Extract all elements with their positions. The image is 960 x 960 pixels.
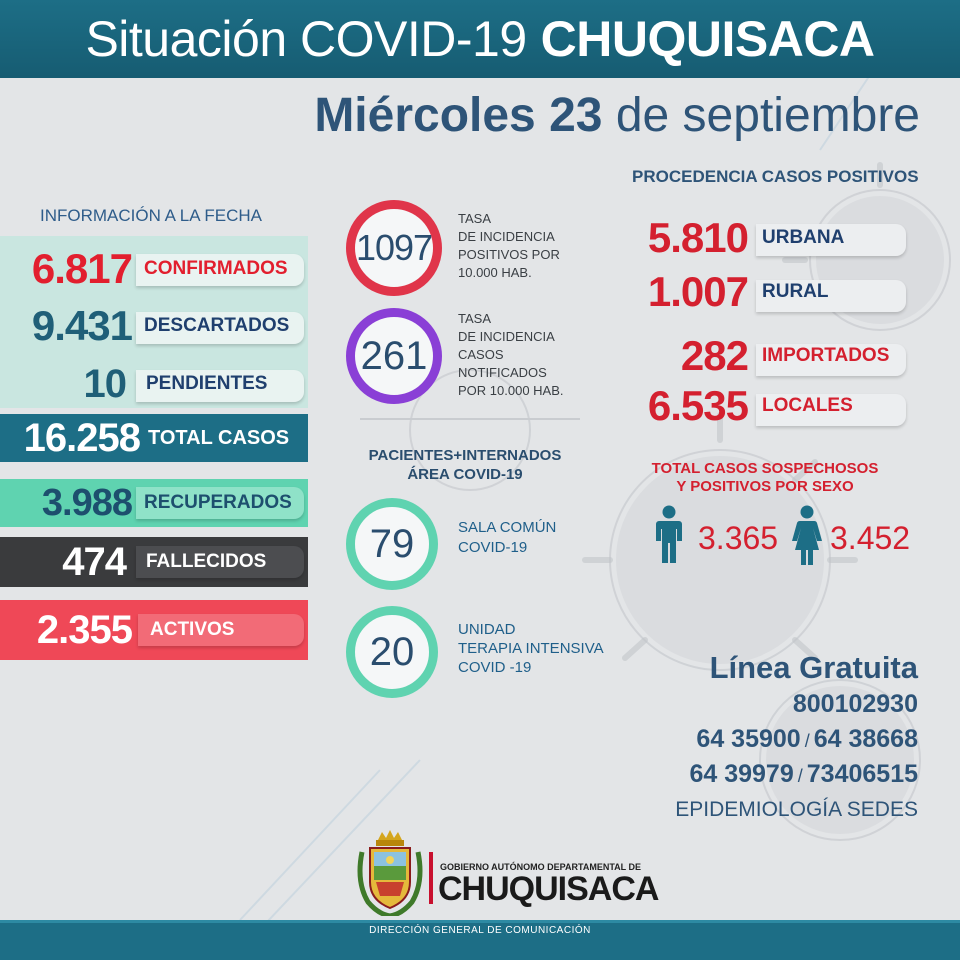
male-icon (656, 505, 682, 563)
fallecidos-label: FALLECIDOS (146, 551, 267, 572)
date-day: Miércoles 23 (314, 89, 603, 142)
rural-value: 1.007 (647, 268, 749, 315)
hotline-sep-1: / (804, 731, 810, 751)
procedencia-heading: PROCEDENCIA CASOS POSITIVOS (632, 167, 919, 186)
epidemiologia-label: EPIDEMIOLOGÍA SEDES (675, 798, 918, 821)
total-label: TOTAL CASOS (148, 426, 290, 449)
gov-big-label: CHUQUISACA (438, 870, 659, 908)
incidencia-notificados-caption: TASA DE INCIDENCIA CASOS NOTIFICADOS POR… (458, 311, 564, 398)
hotline-row-3: 64 39979/73406515 (689, 760, 918, 789)
hotline-number-1: 800102930 (792, 690, 918, 718)
hotline-number-3b: 73406515 (806, 760, 918, 788)
pill-confirmados (136, 254, 304, 286)
female-value: 3.452 (830, 520, 911, 556)
stat-importados: 282 IMPORTADOS (600, 332, 889, 380)
hotline-row-2: 64 35900/64 38668 (696, 725, 918, 754)
descartados-label: DESCARTADOS (144, 315, 290, 336)
band-activos: 2.355 ACTIVOS (0, 600, 308, 660)
divider (360, 418, 580, 420)
title-region: CHUQUISACA (540, 11, 875, 67)
hotline-title: Línea Gratuita (709, 650, 918, 685)
pill-descartados (136, 312, 304, 344)
band-total-casos: 16.258 TOTAL CASOS (0, 414, 308, 462)
recuperados-value: 3.988 (41, 481, 133, 524)
logo-divider (429, 852, 433, 904)
page-title: Situación COVID-19 CHUQUISACA (0, 0, 960, 78)
stat-confirmados: 6.817 CONFIRMADOS (0, 245, 308, 292)
pendientes-label: PENDIENTES (146, 373, 268, 394)
locales-label: LOCALES (762, 395, 853, 416)
uti-caption: UNIDAD TERAPIA INTENSIVA COVID -19 (458, 621, 604, 676)
incidencia-notificados-value: 261 (360, 333, 428, 378)
sala-comun-circle: 79 (346, 498, 438, 590)
importados-value: 282 (680, 332, 749, 379)
descartados-value: 9.431 (31, 302, 133, 349)
activos-value: 2.355 (36, 607, 133, 652)
fallecidos-value: 474 (62, 539, 127, 584)
hotline-number-3a: 64 39979 (689, 760, 794, 788)
hotline-sep-2: / (797, 766, 803, 786)
uti-value: 20 (369, 629, 415, 674)
date-month: de septiembre (615, 89, 920, 142)
footer-band (0, 920, 960, 960)
urbana-label: URBANA (762, 227, 845, 248)
importados-label: IMPORTADOS (762, 345, 890, 366)
band-fallecidos: 474 FALLECIDOS (0, 537, 308, 587)
confirmados-label: CONFIRMADOS (144, 258, 288, 279)
sala-comun-caption: SALA COMÚN COVID-19 (458, 519, 557, 556)
gov-small-label: GOBIERNO AUTÓNOMO DEPARTAMENTAL DE (440, 862, 641, 872)
rural-label: RURAL (762, 281, 829, 302)
stat-urbana: 5.810 URBANA (600, 214, 844, 262)
pill-activos (138, 614, 304, 646)
footer-stripe (0, 920, 960, 923)
female-icon (792, 505, 822, 565)
incidencia-notificados-circle: 261 (346, 308, 442, 404)
incidencia-positivos-circle: 1097 (346, 200, 442, 296)
sex-heading: TOTAL CASOS SOSPECHOSOS Y POSITIVOS POR … (651, 460, 879, 495)
confirmados-value: 6.817 (31, 245, 133, 292)
info-heading: INFORMACIÓN A LA FECHA (40, 206, 262, 225)
uti-circle: 20 (346, 606, 438, 698)
stat-descartados: 9.431 DESCARTADOS (0, 302, 308, 349)
stat-pendientes: 10 PENDIENTES (0, 362, 308, 406)
recuperados-label: RECUPERADOS (144, 492, 292, 513)
pill-fallecidos (136, 546, 304, 578)
sala-comun-value: 79 (369, 521, 415, 566)
male-value: 3.365 (698, 520, 779, 556)
pendientes-value: 10 (83, 361, 128, 406)
incidencia-positivos-caption: TASA DE INCIDENCIA POSITIVOS POR 10.000 … (458, 211, 560, 280)
stat-locales: 6.535 LOCALES (600, 382, 853, 430)
pill-importados (756, 344, 906, 376)
locales-value: 6.535 (647, 382, 749, 429)
header-band (0, 0, 960, 78)
pill-urbana (756, 224, 906, 256)
footer-direccion: DIRECCIÓN GENERAL DE COMUNICACIÓN (369, 925, 591, 936)
title-situacion: Situación COVID-19 (85, 11, 527, 67)
hotline-number-2b: 64 38668 (813, 725, 918, 753)
total-value: 16.258 (23, 415, 141, 460)
pill-locales (756, 394, 906, 426)
pacientes-heading: PACIENTES+INTERNADOS ÁREA COVID-19 (368, 447, 562, 483)
stat-rural: 1.007 RURAL (600, 268, 829, 316)
coat-of-arms-icon (357, 830, 423, 916)
activos-label: ACTIVOS (150, 619, 235, 640)
pill-recuperados (136, 487, 304, 519)
urbana-value: 5.810 (647, 214, 749, 261)
report-date: Miércoles 23 de septiembre (314, 88, 920, 143)
incidencia-positivos-value: 1097 (355, 227, 433, 268)
pill-rural (756, 280, 906, 312)
hotline-number-2a: 64 35900 (696, 725, 801, 753)
pill-pendientes (136, 370, 304, 402)
band-recuperados: 3.988 RECUPERADOS (0, 479, 308, 527)
